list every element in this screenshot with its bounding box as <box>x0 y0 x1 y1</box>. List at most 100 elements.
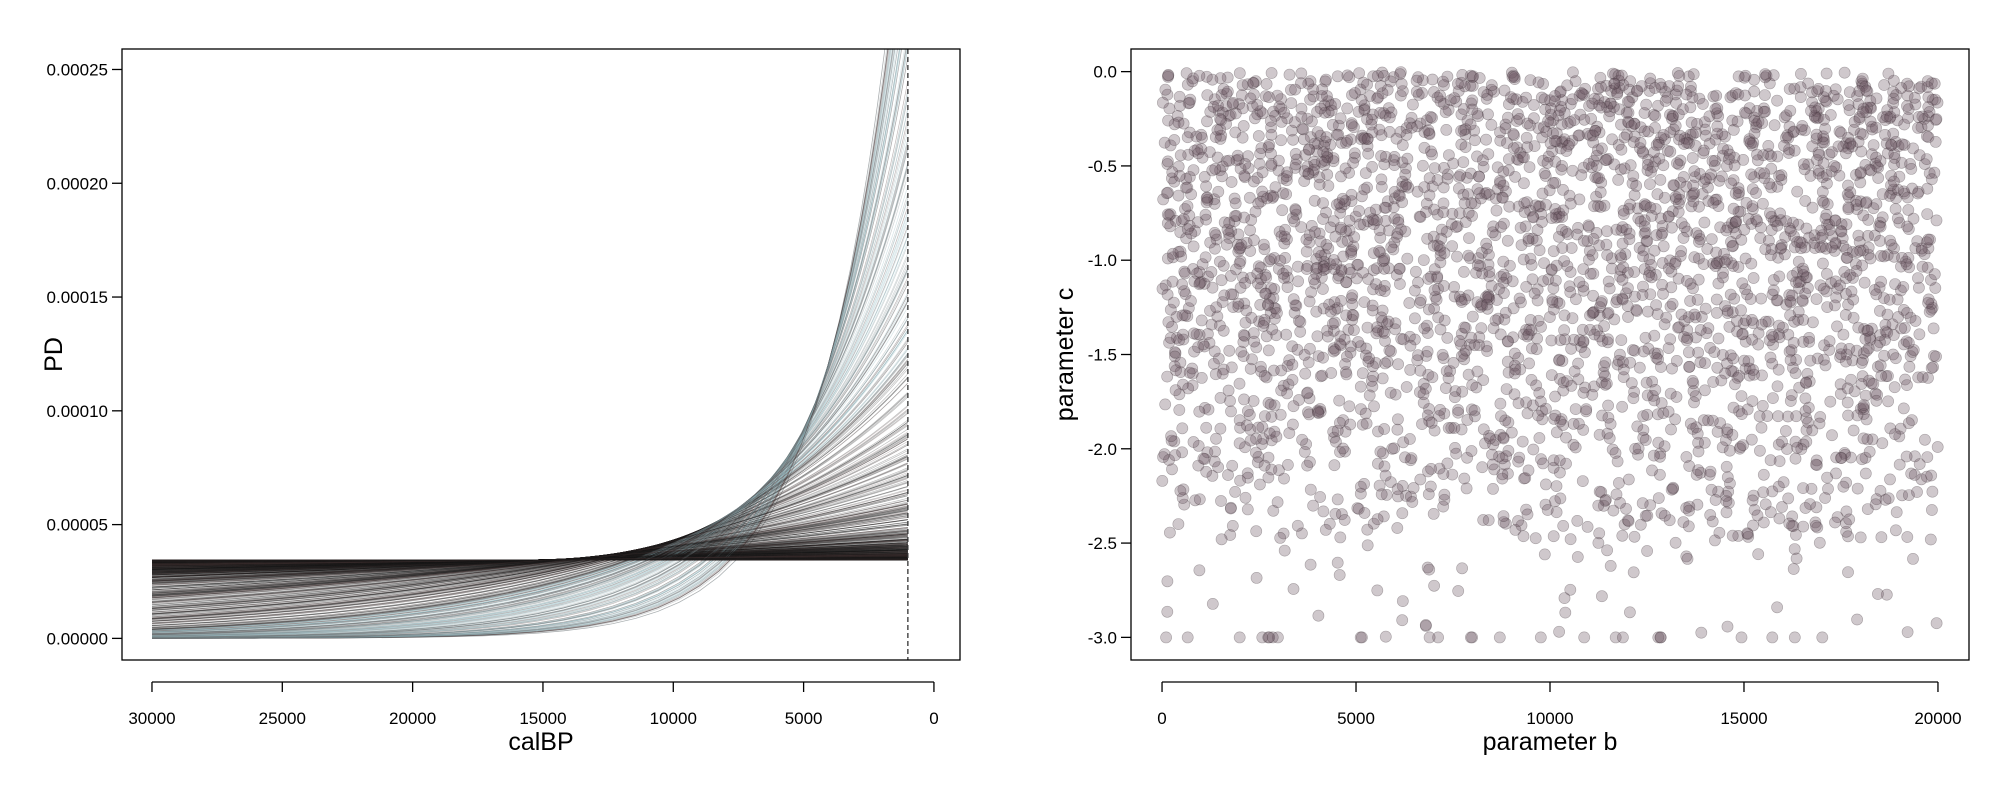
scatter-point <box>1616 292 1629 305</box>
scatter-point <box>1880 137 1893 150</box>
scatter-point <box>1441 70 1454 83</box>
scatter-point <box>1357 131 1370 144</box>
scatter-point <box>1303 408 1315 421</box>
scatter-point <box>1750 118 1763 131</box>
scatter-point <box>1879 128 1891 141</box>
scatter-point <box>1441 331 1454 344</box>
scatter-point <box>1265 128 1278 141</box>
scatter-point <box>1896 489 1908 502</box>
pd-curve <box>151 524 908 587</box>
scatter-point <box>1735 631 1748 644</box>
pd-curve <box>152 559 908 561</box>
scatter-point <box>1304 456 1316 468</box>
pd-curve <box>151 432 909 620</box>
scatter-point <box>1181 78 1194 91</box>
scatter-point <box>1241 503 1254 516</box>
pd-curve <box>152 559 908 561</box>
scatter-point <box>1861 503 1874 515</box>
pd-curve <box>151 554 908 566</box>
scatter-point <box>1907 553 1919 565</box>
scatter-point <box>1712 200 1725 212</box>
scatter-point <box>1652 136 1665 149</box>
scatter-point <box>1823 148 1836 161</box>
pd-curve <box>151 294 909 635</box>
scatter-point <box>1289 204 1302 217</box>
scatter-point <box>1721 471 1734 484</box>
scatter-point <box>1812 146 1825 159</box>
scatter-point <box>1263 255 1276 268</box>
pd-curve <box>151 549 908 570</box>
scatter-point <box>1799 405 1812 418</box>
scatter-point <box>1799 502 1812 514</box>
scatter-point <box>1272 262 1285 275</box>
scatter-point <box>1223 109 1235 122</box>
scatter-point <box>1684 417 1697 430</box>
scatter-point <box>1507 128 1520 140</box>
scatter-point <box>1743 133 1756 145</box>
scatter-point <box>1320 73 1332 86</box>
scatter-point <box>1508 71 1521 83</box>
scatter-point <box>1494 134 1507 147</box>
scatter-point <box>1586 249 1599 261</box>
scatter-point <box>1842 142 1855 155</box>
scatter-point <box>1466 103 1479 116</box>
scatter-point <box>1796 120 1809 132</box>
pd-curve <box>151 519 908 591</box>
scatter-point <box>1531 294 1544 307</box>
scatter-point <box>1186 75 1199 88</box>
scatter-point <box>1913 281 1925 294</box>
scatter-point <box>1610 296 1623 309</box>
pd-curve <box>151 241 909 637</box>
pd-curve <box>152 559 908 561</box>
scatter-point <box>1534 395 1547 408</box>
pd-curve <box>151 553 908 566</box>
scatter-point <box>1208 345 1221 358</box>
scatter-point <box>1375 180 1388 193</box>
scatter-point <box>1664 145 1677 158</box>
scatter-point <box>1778 111 1791 124</box>
scatter-point <box>1806 424 1819 437</box>
scatter-point <box>1335 339 1347 352</box>
scatter-point <box>1689 171 1702 183</box>
scatter-point <box>1354 218 1366 231</box>
scatter-point <box>1652 353 1664 366</box>
scatter-point <box>1766 288 1779 301</box>
scatter-point <box>1777 476 1790 489</box>
pd-curve <box>151 551 908 568</box>
scatter-point <box>1746 333 1758 346</box>
scatter-point <box>1714 221 1727 234</box>
scatter-point <box>1269 110 1281 122</box>
scatter-point <box>1442 422 1455 434</box>
scatter-point <box>1922 371 1934 384</box>
scatter-point <box>1365 118 1378 131</box>
scatter-point <box>1698 144 1710 157</box>
scatter-point <box>1433 462 1446 475</box>
pd-curve <box>151 329 909 633</box>
scatter-point <box>1704 465 1717 478</box>
scatter-point <box>1745 433 1758 446</box>
scatter-point <box>1358 183 1371 196</box>
scatter-point <box>1874 216 1887 229</box>
pd-curve <box>151 540 908 577</box>
scatter-point <box>1725 257 1738 269</box>
pd-curve <box>151 503 908 599</box>
scatter-point <box>1446 207 1459 220</box>
scatter-point <box>1422 488 1435 501</box>
scatter-point <box>1500 517 1512 530</box>
scatter-point <box>1377 447 1389 460</box>
scatter-point <box>1728 159 1741 172</box>
pd-curve <box>151 515 908 593</box>
scatter-point <box>1729 87 1742 99</box>
scatter-point <box>1694 167 1706 180</box>
pd-curve <box>152 558 908 562</box>
scatter-point <box>1642 305 1654 318</box>
pd-curve <box>151 558 908 562</box>
pd-curve <box>151 527 908 586</box>
pd-curve <box>151 558 908 562</box>
pd-curve <box>151 549 908 570</box>
scatter-point <box>1484 432 1496 445</box>
scatter-point <box>1171 110 1184 122</box>
scatter-point <box>1803 331 1815 344</box>
scatter-point <box>1746 183 1759 195</box>
scatter-point <box>1588 200 1600 213</box>
